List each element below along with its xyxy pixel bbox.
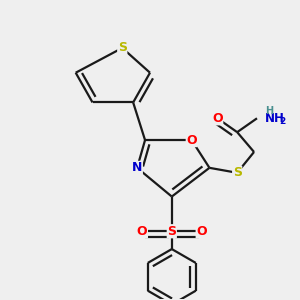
Text: H: H bbox=[265, 106, 273, 116]
Text: NH: NH bbox=[265, 112, 285, 125]
Text: N: N bbox=[132, 161, 142, 174]
Text: S: S bbox=[233, 166, 242, 179]
Text: O: O bbox=[212, 112, 223, 125]
Text: O: O bbox=[186, 134, 197, 147]
Text: 2: 2 bbox=[279, 117, 285, 126]
Text: S: S bbox=[118, 41, 127, 55]
Text: S: S bbox=[167, 225, 176, 238]
Text: O: O bbox=[137, 225, 147, 238]
Text: O: O bbox=[196, 225, 207, 238]
